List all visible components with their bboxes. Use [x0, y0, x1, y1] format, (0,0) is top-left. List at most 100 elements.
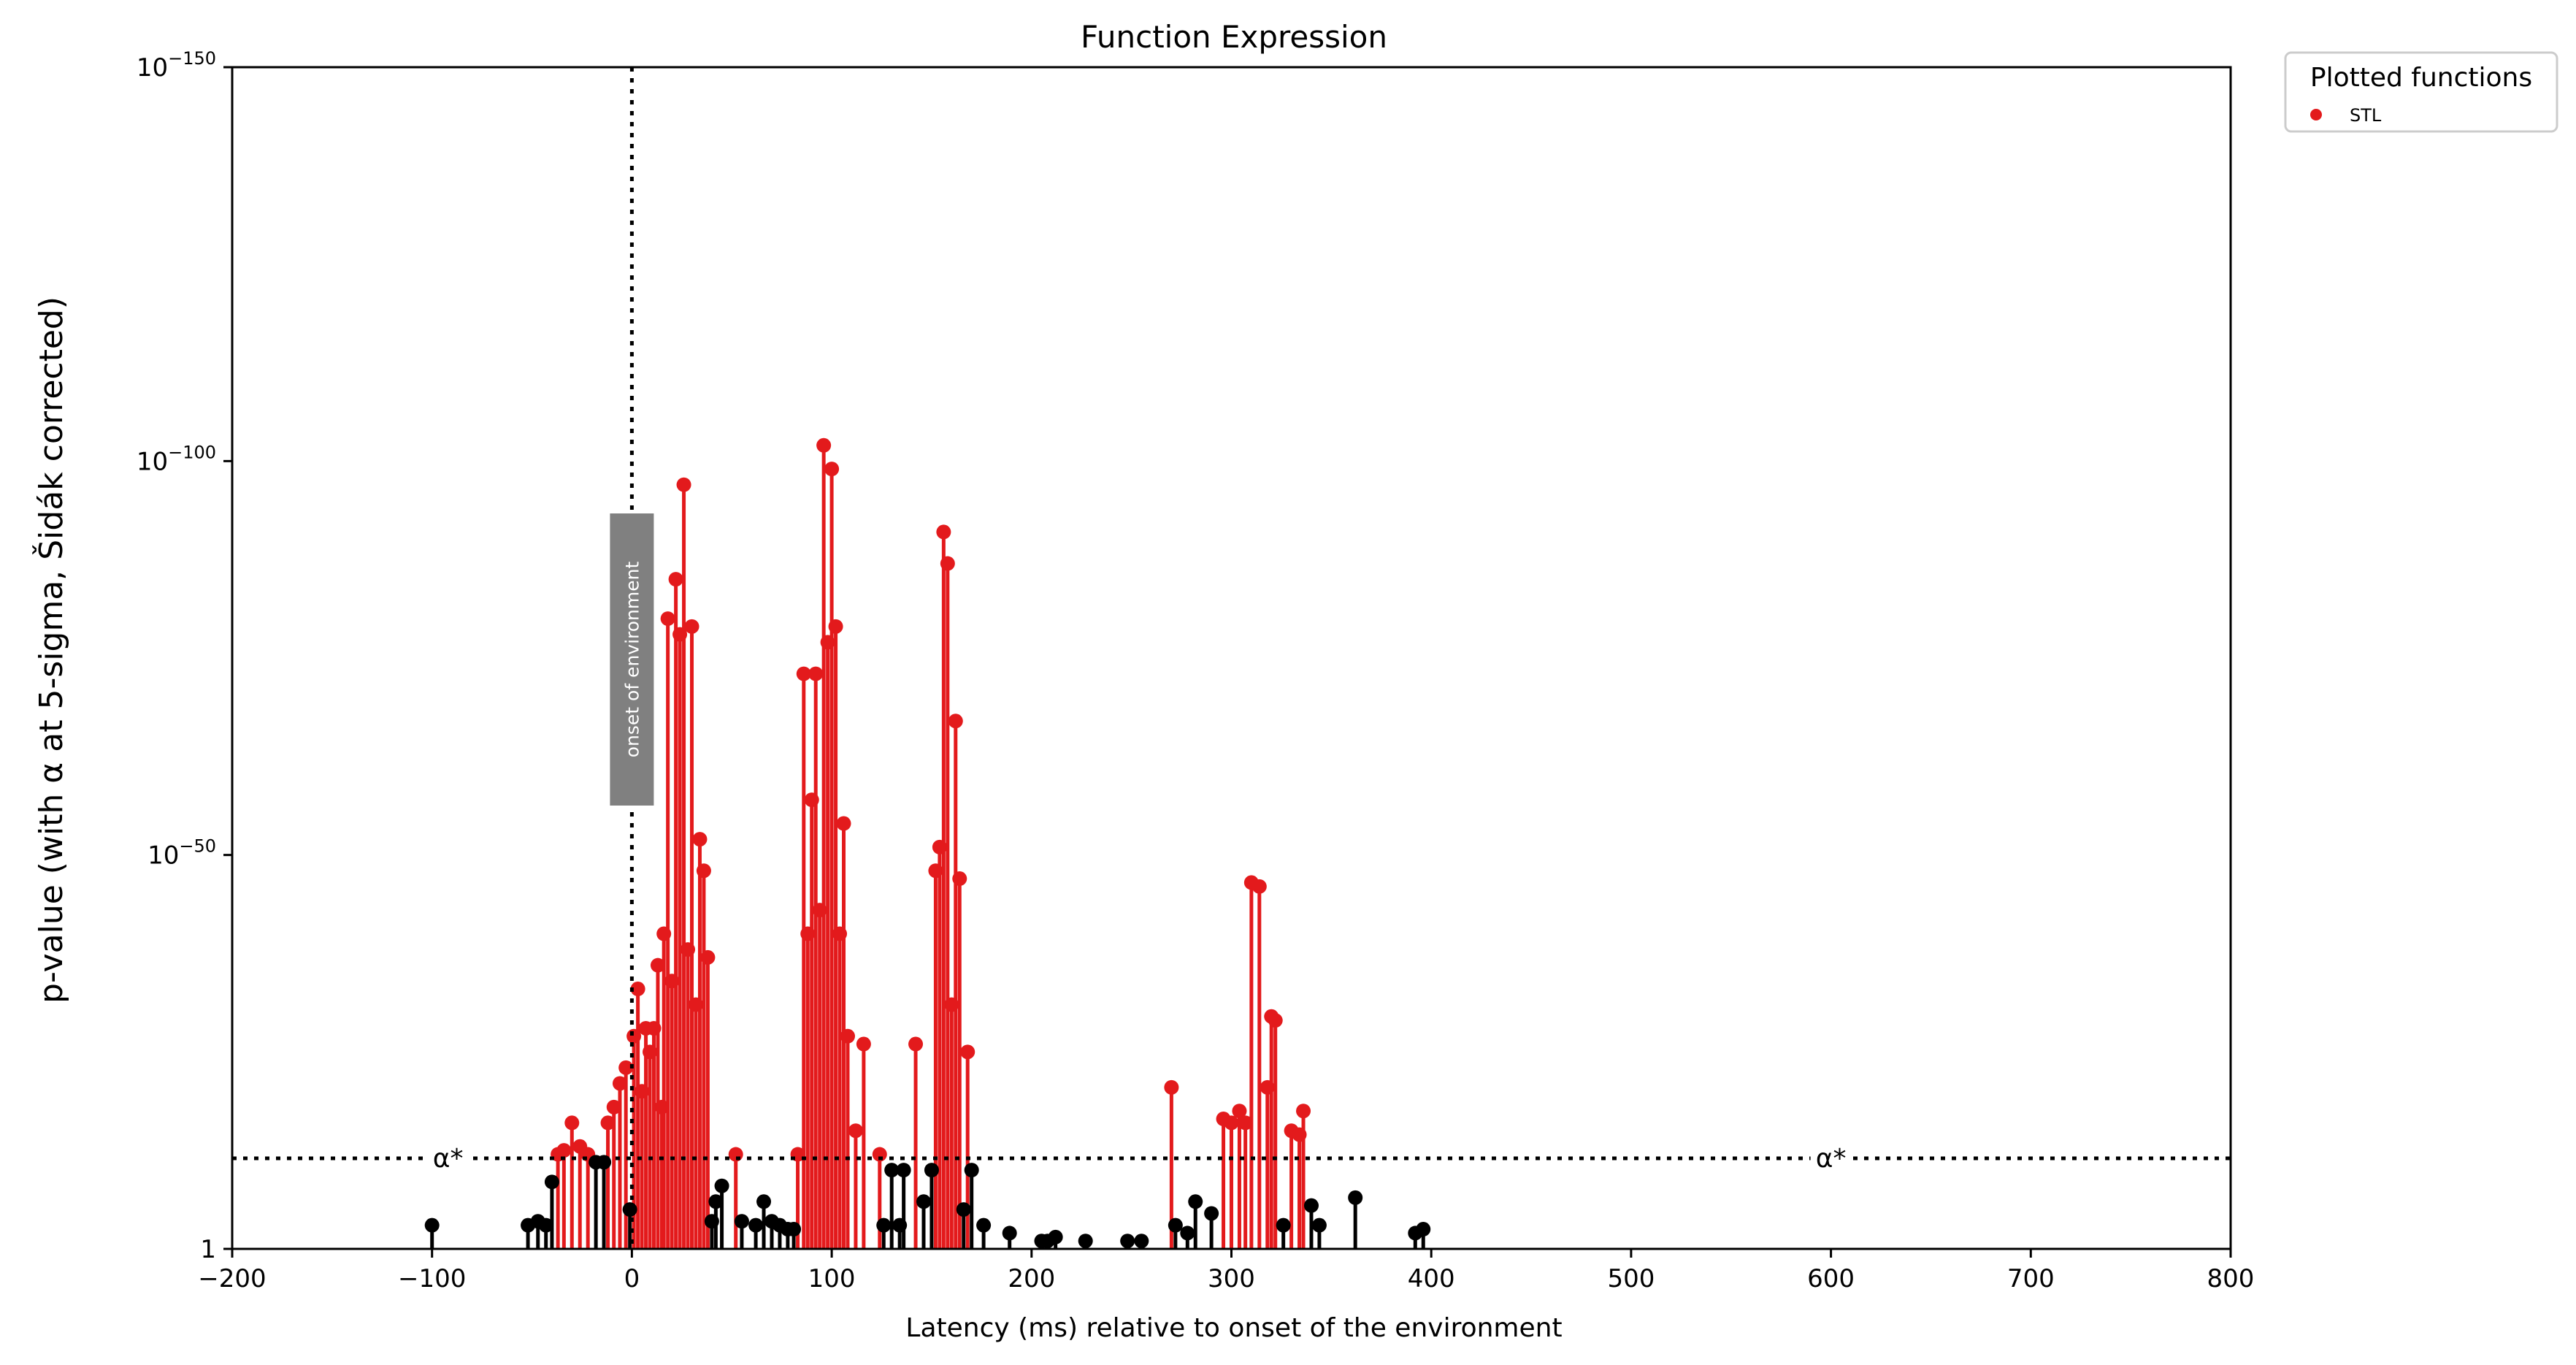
data-point — [932, 839, 947, 854]
data-point — [960, 1044, 975, 1060]
data-point — [622, 1202, 637, 1217]
x-tick-label: 800 — [2207, 1264, 2255, 1293]
data-point — [824, 462, 840, 477]
alpha-label-background — [1810, 1143, 1852, 1173]
data-point — [1296, 1104, 1311, 1119]
data-point — [646, 1020, 662, 1036]
data-point — [684, 619, 699, 634]
y-tick-label: 10−150 — [137, 48, 216, 83]
data-point — [1348, 1190, 1363, 1205]
data-point — [924, 1163, 939, 1178]
data-point — [635, 1084, 650, 1099]
data-point — [1168, 1217, 1183, 1233]
data-point — [976, 1217, 992, 1233]
data-point — [556, 1143, 572, 1158]
data-point — [908, 1036, 924, 1052]
data-point — [944, 997, 959, 1012]
y-axis-ticks: 1 10−50 10−100 10−150 — [137, 48, 232, 1264]
data-point — [940, 556, 955, 571]
data-point — [606, 1099, 621, 1114]
data-point — [916, 1194, 932, 1209]
legend: Plotted functions STL — [2284, 51, 2558, 133]
data-point — [1268, 1013, 1283, 1028]
data-point — [626, 1028, 642, 1044]
data-point — [956, 1202, 971, 1217]
data-point — [681, 942, 696, 957]
chart-title: Function Expression — [1081, 19, 1387, 55]
data-point — [664, 974, 680, 989]
data-point — [828, 619, 843, 634]
y-tick-label: 10−50 — [147, 836, 216, 871]
data-point — [816, 437, 832, 453]
data-point — [884, 1163, 900, 1178]
data-point — [728, 1147, 743, 1162]
x-tick-label: 500 — [1607, 1264, 1655, 1293]
data-point — [597, 1155, 612, 1170]
data-point — [660, 611, 675, 627]
data-point — [1251, 879, 1267, 894]
data-point — [1204, 1206, 1219, 1221]
data-point — [708, 1194, 724, 1209]
x-tick-label: 600 — [1807, 1264, 1855, 1293]
data-point — [804, 792, 819, 808]
data-point — [928, 863, 943, 879]
data-point — [1002, 1226, 1017, 1241]
x-tick-label: 700 — [2007, 1264, 2055, 1293]
data-point — [820, 635, 835, 650]
data-point — [612, 1076, 627, 1091]
data-point — [800, 926, 816, 941]
data-point — [832, 926, 848, 941]
data-point — [688, 997, 703, 1012]
data-point — [692, 832, 708, 847]
data-point — [656, 926, 672, 941]
x-tick-label: 100 — [808, 1264, 856, 1293]
x-tick-label: 200 — [1008, 1264, 1055, 1293]
data-point — [796, 666, 811, 681]
x-axis-ticks: −200 −100 0 100 200 300 400 500 600 700 800 — [198, 1249, 2254, 1293]
x-tick-label: −100 — [398, 1264, 466, 1293]
alpha-label-right: α* — [1816, 1144, 1847, 1174]
alpha-label-left: α* — [433, 1144, 464, 1174]
data-point — [700, 949, 716, 965]
data-point — [756, 1194, 772, 1209]
data-point — [672, 627, 688, 642]
data-point — [1120, 1234, 1135, 1249]
data-point — [812, 903, 827, 918]
data-point — [1292, 1127, 1307, 1142]
data-point — [1303, 1198, 1319, 1213]
data-point — [748, 1217, 764, 1233]
data-point — [1276, 1217, 1291, 1233]
data-point — [876, 1217, 892, 1233]
data-point — [654, 1099, 670, 1114]
data-point — [424, 1217, 440, 1233]
data-point — [856, 1036, 871, 1052]
data-point — [714, 1178, 729, 1193]
data-point — [896, 1163, 911, 1178]
data-point — [734, 1214, 749, 1229]
data-point — [1311, 1217, 1327, 1233]
data-point — [544, 1174, 559, 1190]
x-tick-label: 400 — [1408, 1264, 1455, 1293]
data-point — [808, 666, 824, 681]
data-point — [1048, 1229, 1063, 1244]
data-point — [668, 572, 683, 587]
x-tick-label: −200 — [198, 1264, 266, 1293]
data-point — [676, 477, 691, 492]
x-tick-label: 300 — [1208, 1264, 1255, 1293]
y-axis-label: p-value (with α at 5-sigma, Šidák correc… — [31, 297, 70, 1003]
y-tick-label: 1 — [200, 1235, 216, 1264]
data-markers — [424, 437, 1431, 1249]
data-point — [643, 1044, 658, 1060]
data-point — [1134, 1234, 1149, 1249]
onset-label: onset of environment — [621, 562, 643, 758]
data-point — [1180, 1226, 1195, 1241]
data-point — [786, 1222, 802, 1237]
legend-title: Plotted functions — [2310, 63, 2532, 93]
data-point — [936, 524, 951, 540]
x-axis-label: Latency (ms) relative to onset of the en… — [905, 1313, 1562, 1343]
data-point — [840, 1028, 855, 1044]
x-tick-label: 0 — [624, 1264, 640, 1293]
data-point — [650, 957, 665, 973]
legend-entry-stl: STL — [2350, 105, 2382, 126]
